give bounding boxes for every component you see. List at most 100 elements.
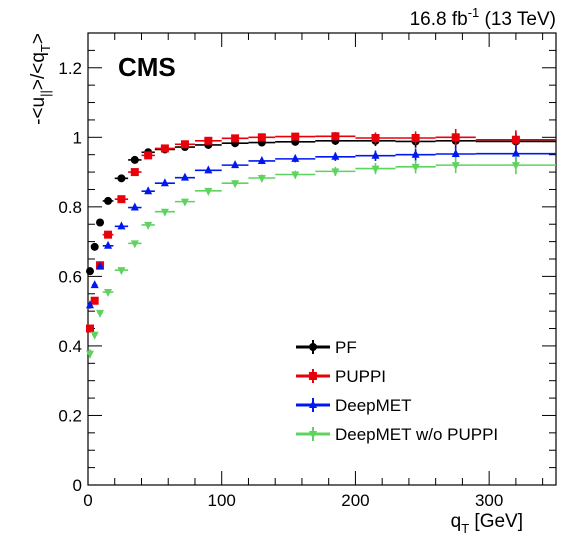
x-tick-label: 100 <box>208 491 236 510</box>
x-tick-label: 300 <box>475 491 503 510</box>
data-point <box>257 133 266 142</box>
data-point <box>90 296 99 305</box>
data-point <box>331 168 340 177</box>
series-puppi <box>86 128 556 333</box>
data-point <box>231 180 240 189</box>
series-deepmet <box>86 144 556 309</box>
data-point <box>291 171 300 180</box>
legend-entry-pf: PF <box>296 338 357 357</box>
data-point <box>90 331 99 340</box>
plot-frame <box>87 32 557 486</box>
x-axis-title-q: q <box>451 511 462 532</box>
data-point <box>144 186 153 195</box>
data-point <box>104 289 113 298</box>
data-point <box>180 172 189 181</box>
luminosity-label: 16.8 fb-1 (13 TeV) <box>410 5 556 30</box>
data-point <box>160 178 169 187</box>
data-point <box>130 240 139 249</box>
data-point <box>90 242 99 251</box>
y-axis-title: -<u||>/<qT> <box>28 33 53 125</box>
legend-entry-puppi: PUPPI <box>296 367 386 386</box>
data-point <box>371 165 380 174</box>
data-point <box>104 196 113 205</box>
x-axis-title-sub: T <box>461 521 469 536</box>
data-point <box>180 198 189 207</box>
data-point <box>257 155 266 164</box>
legend-label: PUPPI <box>335 367 386 386</box>
series-deepmet-w-o-puppi <box>86 156 556 359</box>
data-point <box>231 160 240 169</box>
data-point <box>511 135 520 144</box>
legend-marker <box>309 343 317 351</box>
y-tick-label: 1.2 <box>58 59 82 78</box>
legend-entry-deepmet-w-o-puppi: DeepMET w/o PUPPI <box>296 425 498 444</box>
data-point <box>451 162 460 171</box>
legend: PF PUPPI DeepMET DeepMET w/o PUPPI <box>296 338 498 444</box>
y-title-sub2: T <box>38 44 53 52</box>
y-title-part2: >/<q <box>28 52 49 90</box>
data-point <box>451 148 460 157</box>
data-point <box>86 300 95 309</box>
data-point <box>331 132 340 141</box>
data-point <box>204 165 213 174</box>
data-point <box>411 134 420 143</box>
series-layer <box>86 128 556 359</box>
data-point <box>117 267 126 276</box>
data-point <box>86 350 95 359</box>
legend-marker <box>309 431 317 439</box>
legend-marker <box>309 372 317 380</box>
data-point <box>451 133 460 142</box>
legend-label: DeepMET <box>335 396 412 415</box>
data-point <box>291 153 300 162</box>
x-axis-title-unit: [GeV] <box>469 511 523 532</box>
energy-label: (13 TeV) <box>479 9 556 30</box>
data-point <box>130 168 139 177</box>
y-axis: 0 0.2 0.4 0.6 0.8 1 1.2 <box>58 49 556 495</box>
cms-label: CMS <box>118 52 176 82</box>
data-point <box>90 280 99 289</box>
data-point <box>130 155 139 164</box>
data-point <box>160 144 169 153</box>
data-point <box>96 218 105 227</box>
y-tick-label: 0 <box>73 476 82 495</box>
y-axis-title-text: -<u||>/<qT> <box>28 33 53 125</box>
y-title-part1: -<u <box>28 97 49 125</box>
x-tick-label: 0 <box>83 491 92 510</box>
data-point <box>86 267 95 276</box>
data-point <box>117 174 126 183</box>
y-tick-label: 0.4 <box>58 337 82 356</box>
data-point <box>331 151 340 160</box>
data-point <box>204 136 213 145</box>
x-axis: 0 100 200 300 <box>83 33 544 510</box>
legend-entry-deepmet: DeepMET <box>296 396 412 415</box>
data-point <box>257 174 266 183</box>
data-point <box>511 162 520 171</box>
y-title-part3: > <box>28 33 49 44</box>
data-point <box>130 202 139 211</box>
y-tick-label: 0.2 <box>58 406 82 425</box>
data-point <box>144 151 153 160</box>
data-point <box>511 148 520 157</box>
data-point <box>96 309 105 318</box>
data-point <box>117 195 126 204</box>
data-point <box>160 208 169 217</box>
data-point <box>104 240 113 249</box>
data-point <box>371 150 380 159</box>
y-tick-label: 1 <box>73 128 82 147</box>
legend-marker <box>309 400 317 408</box>
data-point <box>117 221 126 230</box>
data-point <box>411 163 420 172</box>
x-tick-label: 200 <box>341 491 369 510</box>
lumi-exponent: -1 <box>468 5 480 20</box>
data-point <box>291 132 300 141</box>
data-point <box>411 149 420 158</box>
y-tick-label: 0.6 <box>58 267 82 286</box>
data-point <box>86 324 95 333</box>
lumi-value: 16.8 fb <box>410 9 468 30</box>
y-title-sub1: || <box>38 90 53 97</box>
data-point <box>231 134 240 143</box>
data-point <box>96 261 105 270</box>
data-point <box>204 187 213 196</box>
legend-label: PF <box>335 338 357 357</box>
